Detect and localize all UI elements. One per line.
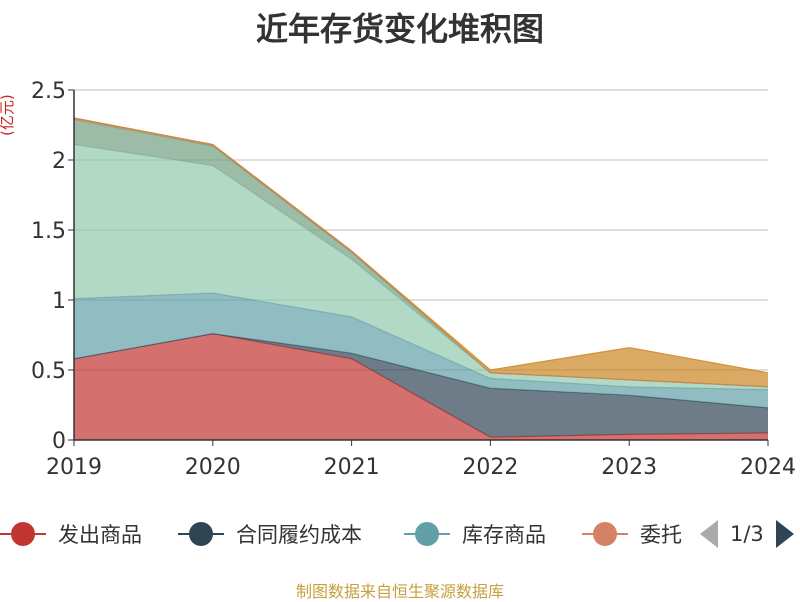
x-tick-label: 2024 [740,455,796,480]
x-tick-label: 2023 [601,455,657,480]
legend-item-fachu[interactable]: 发出商品 [0,514,142,554]
legend: 发出商品 合同履约成本 库存商品 委托 [0,514,800,554]
x-tick-label: 2021 [324,455,380,480]
legend-page-indicator: 1/3 [730,522,764,546]
x-tick-label: 2022 [462,455,518,480]
legend-item-kucun[interactable]: 库存商品 [404,514,546,554]
y-tick-label: 0.5 [31,359,66,384]
y-tick-label: 2 [52,149,66,174]
legend-item-hetong[interactable]: 合同履约成本 [178,514,362,554]
legend-marker-icon [404,522,450,546]
y-tick-label: 1 [52,289,66,314]
axes: 0 0.5 1 1.5 2 2.5 2019 2020 2021 2022 2023 2024 [31,79,796,480]
data-source-footer: 制图数据来自恒生聚源数据库 [295,582,504,601]
y-tick-label: 0 [52,429,66,454]
area-series [73,117,769,440]
y-tick-label: 2.5 [31,79,66,104]
series-area [74,293,768,408]
legend-marker-icon [582,522,628,546]
series-line [73,117,769,374]
x-tick-label: 2020 [185,455,241,480]
legend-label: 合同履约成本 [236,523,362,547]
series-area [74,144,768,390]
prev-page-icon[interactable] [700,520,718,548]
next-page-icon[interactable] [775,520,794,548]
x-tick-label: 2019 [46,455,102,480]
chart-title: 近年存货变化堆积图 [255,10,544,48]
legend-marker-icon [178,522,224,546]
legend-label: 委托 [640,523,682,547]
legend-pager: 1/3 [700,514,794,554]
series-area [74,333,768,438]
legend-label: 发出商品 [58,523,142,547]
legend-label: 库存商品 [462,523,546,547]
legend-marker-icon [0,522,46,546]
legend-item-weituo[interactable]: 委托 [582,514,682,554]
y-tick-label: 1.5 [31,219,66,244]
series-area [74,333,768,440]
series-area [74,119,768,387]
